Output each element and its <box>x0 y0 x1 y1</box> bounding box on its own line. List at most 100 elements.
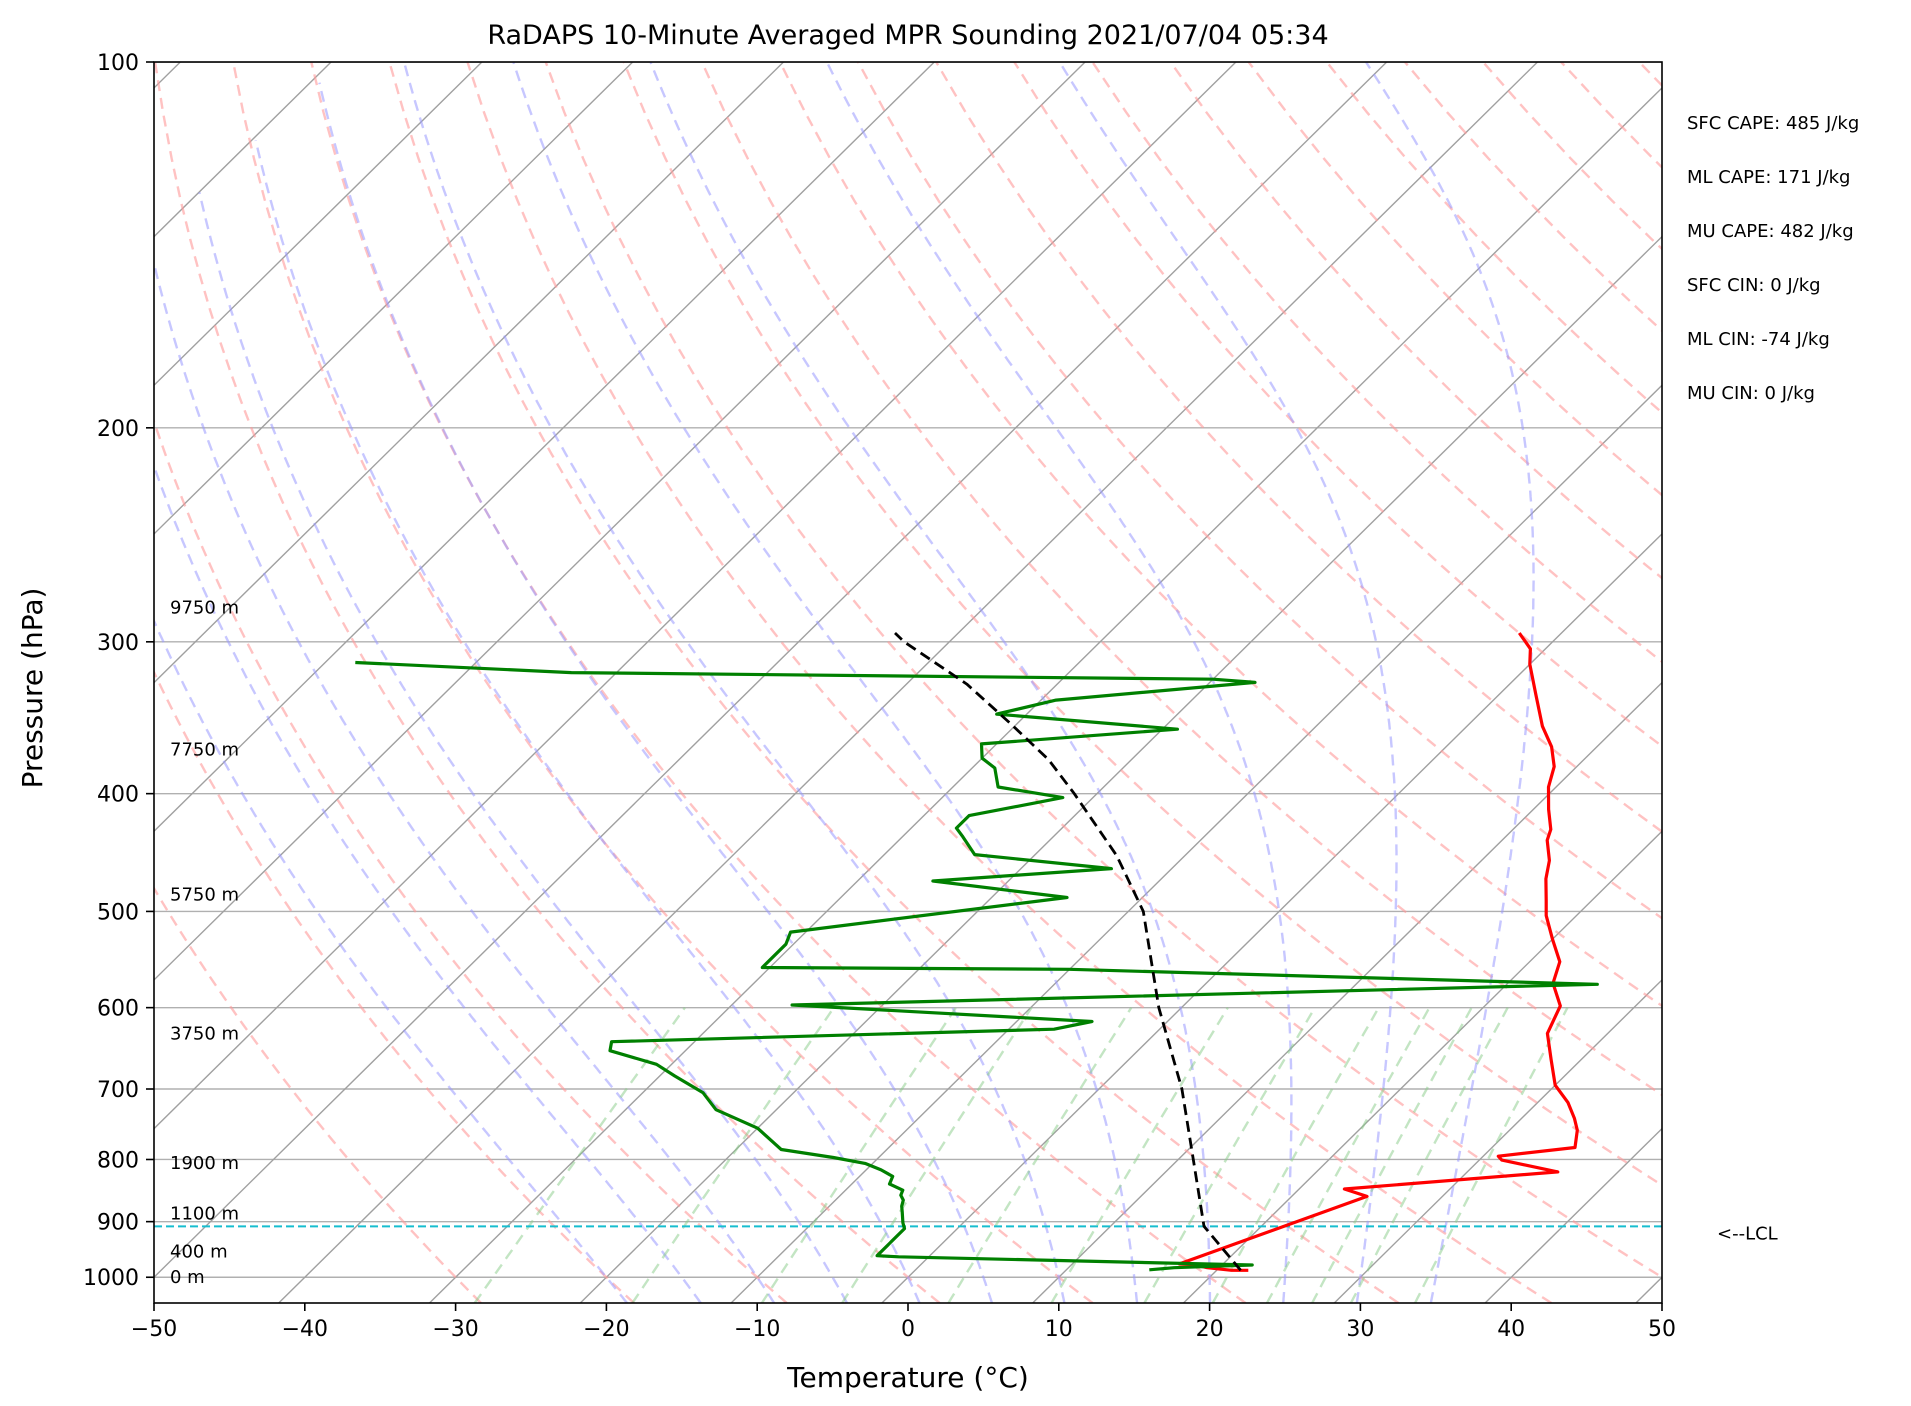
isotherm-gridline <box>154 62 784 684</box>
dry-adiabat <box>935 62 1662 834</box>
height-label: 9750 m <box>170 597 239 618</box>
isotherm-gridline <box>154 62 1086 981</box>
mu-cin-stat: MU CIN: 0 J/kg <box>1687 383 1815 404</box>
x-tick-label: −40 <box>282 1317 328 1342</box>
y-tick-label: 700 <box>97 1078 139 1103</box>
dry-adiabat <box>1717 62 1911 1303</box>
height-label: 7750 m <box>170 740 239 761</box>
moist-adiabat <box>198 192 849 1303</box>
height-label: 5750 m <box>170 884 239 905</box>
chart-gridlines <box>154 62 1662 1303</box>
height-label: 3750 m <box>170 1023 239 1044</box>
dry-adiabat <box>154 886 482 1303</box>
mixing-ratio-line <box>947 1006 1133 1303</box>
dry-adiabat <box>1091 62 1662 664</box>
dry-adiabat <box>388 62 1400 1303</box>
mixing-ratio-line <box>1311 1007 1473 1303</box>
y-tick-label: 400 <box>97 783 139 808</box>
dry-adiabat <box>466 62 1553 1303</box>
chart-labels: <--LCL −50 −40 −30 −20 −10 0 10 20 30 40 50 100 200 30… <box>83 51 1778 1342</box>
isotherm-gridline <box>881 532 1662 1303</box>
y-tick-label: 500 <box>97 900 139 925</box>
sounding-series <box>154 631 1662 1272</box>
height-label: 0 m <box>170 1267 205 1288</box>
mixing-ratio-line <box>760 1006 957 1303</box>
isotherm-gridline <box>154 62 483 387</box>
mixing-ratio-line <box>1265 1007 1431 1303</box>
x-tick-label: −50 <box>131 1317 177 1342</box>
isotherm-gridline <box>154 62 1388 1279</box>
y-tick-label: 800 <box>97 1148 139 1173</box>
x-tick-label: 30 <box>1346 1317 1374 1342</box>
height-label: 1900 m <box>170 1153 239 1174</box>
dry-adiabat <box>1638 62 1662 88</box>
lcl-label: <--LCL <box>1717 1223 1778 1244</box>
dry-adiabat <box>232 62 1094 1303</box>
ml-cin-stat: ML CIN: -74 J/kg <box>1687 329 1830 350</box>
dry-adiabat <box>857 62 1662 920</box>
x-tick-label: −10 <box>734 1317 780 1342</box>
moist-adiabat <box>402 62 1066 1303</box>
dry-adiabat <box>1013 62 1662 748</box>
height-label: 400 m <box>170 1241 228 1262</box>
x-tick-label: −30 <box>432 1317 478 1342</box>
y-tick-label: 600 <box>97 997 139 1022</box>
sfc-cape-stat: SFC CAPE: 485 J/kg <box>1687 113 1859 134</box>
dry-adiabat <box>778 62 1662 1008</box>
moist-adiabat <box>154 258 776 1303</box>
isotherm-gridline <box>429 86 1662 1303</box>
dry-adiabat <box>1325 62 1662 415</box>
mixing-ratio-line <box>1349 1007 1509 1303</box>
isotherm-gridline <box>1032 681 1662 1303</box>
moist-adiabat <box>512 62 1139 1303</box>
moist-adiabat <box>1058 62 1398 1303</box>
isotherm-gridline <box>154 62 1237 1130</box>
y-tick-label: 100 <box>97 51 139 76</box>
mixing-ratio-line <box>1143 1006 1316 1303</box>
isotherm-gridline <box>1484 1127 1662 1303</box>
x-tick-label: −20 <box>583 1317 629 1342</box>
mixing-ratio-line <box>841 1006 1033 1303</box>
x-tick-label: 10 <box>1045 1317 1073 1342</box>
isotherm-gridline <box>579 235 1662 1303</box>
y-tick-label: 900 <box>97 1211 139 1236</box>
dewpoint-line <box>355 660 1599 1272</box>
x-tick-label: 40 <box>1497 1317 1525 1342</box>
isotherm-gridline <box>154 62 634 535</box>
y-tick-label: 1000 <box>83 1266 139 1291</box>
dry-adiabat <box>544 62 1662 1279</box>
moist-adiabat <box>318 82 994 1303</box>
isotherm-gridline <box>154 62 935 833</box>
dry-adiabat <box>1403 62 1662 333</box>
y-tick-label: 300 <box>97 631 139 656</box>
sfc-cin-stat: SFC CIN: 0 J/kg <box>1687 275 1821 296</box>
mixing-ratio-line <box>631 1006 835 1303</box>
mixing-ratio-line <box>1050 1006 1229 1303</box>
x-axis-label: Temperature (°C) <box>786 1361 1029 1394</box>
mu-cape-stat: MU CAPE: 482 J/kg <box>1687 221 1854 242</box>
y-axis-label: Pressure (hPa) <box>16 588 49 789</box>
ml-cape-stat: ML CAPE: 171 J/kg <box>1687 167 1850 188</box>
axis-ticks <box>146 61 1663 1311</box>
x-tick-label: 20 <box>1196 1317 1224 1342</box>
dry-adiabat <box>1560 62 1662 169</box>
moist-adiabat <box>154 462 702 1303</box>
height-label: 1100 m <box>170 1203 239 1224</box>
dry-adiabat <box>154 62 941 1303</box>
moist-adiabat <box>254 140 921 1303</box>
dry-adiabat <box>622 62 1662 1187</box>
isotherm-gridline <box>278 62 1538 1303</box>
parcel-path-line <box>894 631 1242 1272</box>
isotherm-gridline <box>1183 830 1662 1303</box>
mixing-ratio-line <box>1414 1007 1569 1303</box>
adiabat-reference-lines <box>154 62 1911 1303</box>
x-tick-label: 0 <box>901 1317 915 1342</box>
isotherm-gridline <box>1635 1276 1662 1303</box>
x-tick-label: 50 <box>1648 1317 1676 1342</box>
stability-stats-panel: SFC CAPE: 485 J/kg ML CAPE: 171 J/kg MU … <box>1687 113 1859 404</box>
isotherm-gridline <box>1333 978 1662 1303</box>
temperature-line <box>1177 632 1579 1272</box>
chart-title: RaDAPS 10-Minute Averaged MPR Sounding 2… <box>487 20 1328 51</box>
mixing-ratio-line <box>1211 1007 1380 1303</box>
